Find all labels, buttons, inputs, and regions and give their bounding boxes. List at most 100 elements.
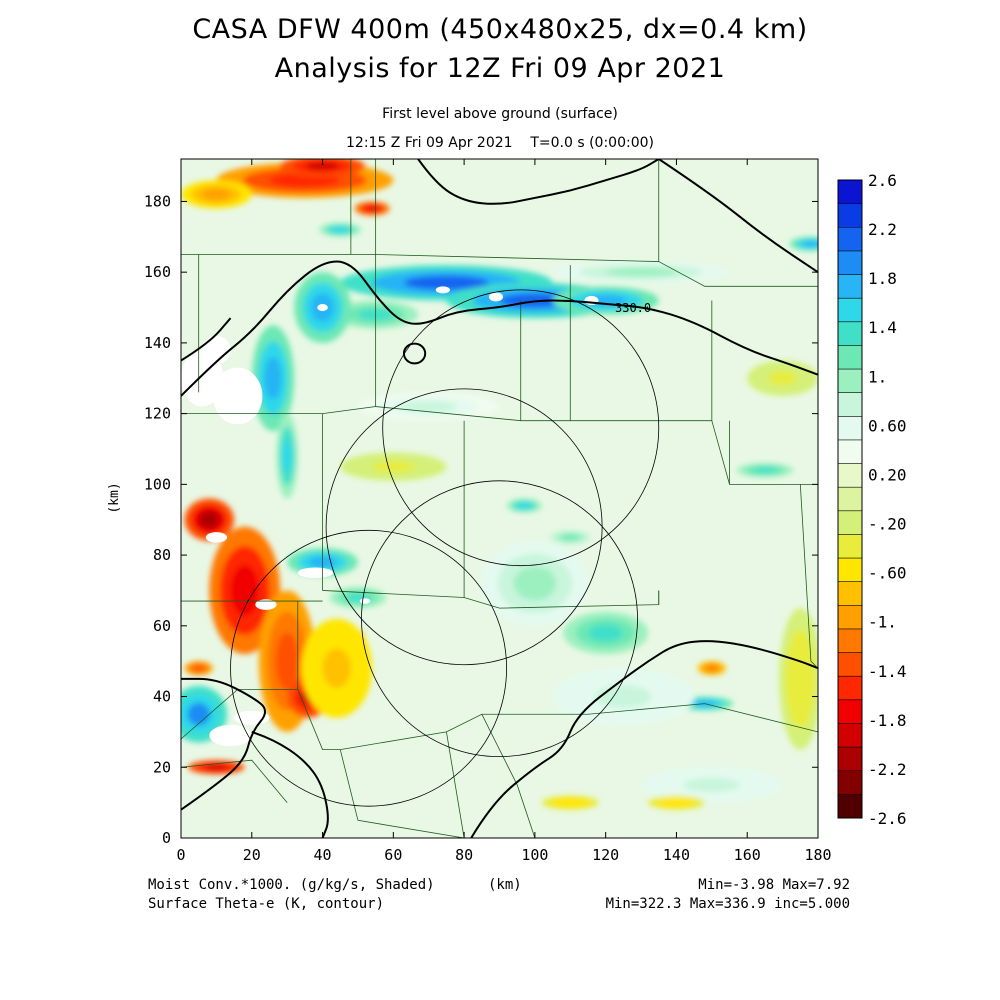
field-feature-blue [282,439,292,474]
colorbar-swatch [838,321,862,346]
field-feature-red [665,799,688,806]
colorbar-swatch [838,747,862,772]
field-feature-red [558,799,582,806]
colorbar-label: 2.6 [868,171,897,190]
field-feature-red [199,511,220,529]
field-feature-blue [561,534,579,541]
colorbar-swatch [838,345,862,370]
colorbar-swatch [838,510,862,535]
colorbar-swatch [838,369,862,394]
field-feature-red [365,205,380,212]
y-tick-label: 80 [153,546,171,564]
missing-data-patch [255,599,277,610]
missing-data-patch [212,367,263,425]
x-tick-label: 180 [804,846,831,864]
y-tick-label: 180 [144,192,171,210]
y-tick-label: 100 [144,475,171,493]
colorbar-swatch [838,227,862,252]
colorbar-swatch [838,180,862,205]
colorbar-label: -1.4 [868,662,907,681]
colorbar-swatch [838,463,862,488]
y-axis: 0 20 40 60 80 100 120 140 160 180 [144,192,818,847]
theta-e-contours [181,159,818,838]
county-boundaries [181,159,818,838]
county-line [658,261,818,287]
county-line [340,703,818,750]
county-line [181,254,377,415]
colorbar-swatch [838,298,862,323]
y-tick-label: 0 [162,829,171,847]
x-tick-label: 140 [663,846,690,864]
colorbar-label: 1. [868,367,887,386]
theta-e-contour-closed [402,342,427,365]
theta-e-contour [658,159,818,273]
colorbar-frame [837,179,863,819]
theta-e-contour [417,159,660,205]
field-feature-blue [595,685,652,708]
colorbar-swatch [838,558,862,583]
x-tick-label: 40 [314,846,332,864]
x-tick-label: 120 [592,846,619,864]
field-feature-blue [802,241,818,247]
missing-data-patch [205,532,228,543]
colorbar-swatch [838,676,862,701]
county-line [339,749,465,838]
field-feature-red [791,650,809,708]
radar-range-ring [361,480,638,758]
field-feature-red [372,461,415,473]
contour-label: 330.0 [615,301,651,315]
plot-subtitle-1: First level above ground (surface) [382,106,618,122]
colorbar-swatch [838,416,862,441]
field-feature-red [275,632,299,690]
field-feature-blue [517,502,532,509]
colorbar-swatch [838,534,862,559]
colorbar-swatch [838,250,862,276]
colorbar-swatch [838,487,862,512]
radar-range-rings [230,289,660,807]
y-tick-label: 60 [153,617,171,635]
field-feature-red [230,564,259,616]
field-feature-blue [753,467,777,474]
colorbar-label: -2.2 [868,760,907,779]
x-tick-label: 100 [521,846,548,864]
colorbar-swatch [838,723,862,748]
x-tick-label: 80 [455,846,473,864]
x-tick-label: 20 [243,846,261,864]
colorbar-swatch [838,203,862,228]
plot-frame [180,158,819,839]
colorbar-label: -2.6 [868,809,907,828]
colorbar-label: 1.4 [868,318,897,337]
colorbar-swatch [838,652,862,677]
colorbar-swatch [838,628,862,654]
field-feature-blue [605,267,677,277]
colorbar-swatch [838,699,862,724]
colorbar-label: 0.60 [868,416,907,435]
county-line [446,731,465,838]
colorbar-label: 1.8 [868,269,897,288]
field-feature-blue [683,777,741,793]
colorbar-swatch [838,770,862,795]
colorbar-swatch [838,605,862,630]
field-feature-blue [400,400,458,413]
theta-e-contour [251,730,329,838]
county-line [799,484,818,669]
y-tick-label: 40 [153,688,171,706]
plot-background [181,159,818,838]
field-feature-red [305,161,340,171]
colorbar-label: -.20 [868,515,907,534]
plot-title-2: Analysis for 12Z Fri 09 Apr 2021 [274,53,726,84]
field-feature-red [205,764,228,771]
footer-minmax-2: Min=322.3 Max=336.9 inc=5.000 [605,896,850,912]
x-tick-label: 160 [734,846,761,864]
field-feature-red [202,188,231,201]
colorbar-swatch [838,274,862,299]
field-feature-red [768,371,797,386]
county-line [297,689,341,750]
colorbar-swatch [838,794,862,819]
missing-data-patch [297,567,334,579]
colorbar-label: -1.8 [868,711,907,730]
colorbar-label: 0.20 [868,465,907,484]
field-feature-blue [588,624,623,642]
y-axis-label: (km) [107,482,122,513]
